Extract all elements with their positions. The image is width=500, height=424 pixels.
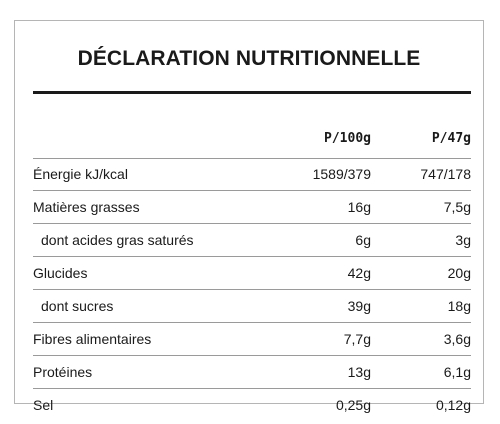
row-label: Fibres alimentaires <box>33 331 152 347</box>
table-header-row: P/100g P/47g <box>33 94 471 159</box>
nutrition-panel: DÉCLARATION NUTRITIONNELLE P/100g P/47g … <box>14 20 484 413</box>
row-label: Sel <box>33 397 54 413</box>
row-label: Matières grasses <box>33 199 140 215</box>
value-per-100g: 16g <box>347 199 371 215</box>
row-label: Glucides <box>33 265 88 281</box>
value-per-47g: 7,5g <box>443 199 471 215</box>
value-per-47g: 0,12g <box>435 397 471 413</box>
value-per-47g: 6,1g <box>443 364 471 380</box>
value-per-100g: 1589/379 <box>312 166 371 182</box>
value-per-47g: 18g <box>447 298 471 314</box>
column-header-per-100g: P/100g <box>324 131 371 146</box>
row-label: dont acides gras saturés <box>41 232 194 248</box>
table-row-fat: Matières grasses 16g 7,5g <box>33 191 471 224</box>
value-per-100g: 0,25g <box>335 397 371 413</box>
value-per-47g: 20g <box>447 265 471 281</box>
table-row-carbohydrates: Glucides 42g 20g <box>33 257 471 290</box>
table-row-fibre: Fibres alimentaires 7,7g 3,6g <box>33 323 471 356</box>
row-label: Énergie kJ/kcal <box>33 166 128 182</box>
value-per-100g: 7,7g <box>343 331 371 347</box>
value-per-100g: 42g <box>347 265 371 281</box>
row-label: dont sucres <box>41 298 114 314</box>
nutrition-table: P/100g P/47g Énergie kJ/kcal 1589/379 74… <box>33 94 471 421</box>
table-row-energy: Énergie kJ/kcal 1589/379 747/178 <box>33 159 471 191</box>
title-divider <box>33 91 471 94</box>
table-row-salt: Sel 0,25g 0,12g <box>33 389 471 421</box>
value-per-47g: 747/178 <box>420 166 471 182</box>
panel-title: DÉCLARATION NUTRITIONNELLE <box>77 47 421 70</box>
value-per-47g: 3,6g <box>443 331 471 347</box>
value-per-100g: 13g <box>347 364 371 380</box>
value-per-47g: 3g <box>455 232 471 248</box>
column-header-per-47g: P/47g <box>431 131 471 146</box>
table-row-sugars: dont sucres 39g 18g <box>33 290 471 323</box>
row-label: Protéines <box>33 364 93 380</box>
value-per-100g: 6g <box>355 232 371 248</box>
table-row-protein: Protéines 13g 6,1g <box>33 356 471 389</box>
value-per-100g: 39g <box>347 298 371 314</box>
table-row-saturated-fat: dont acides gras saturés 6g 3g <box>33 224 471 257</box>
